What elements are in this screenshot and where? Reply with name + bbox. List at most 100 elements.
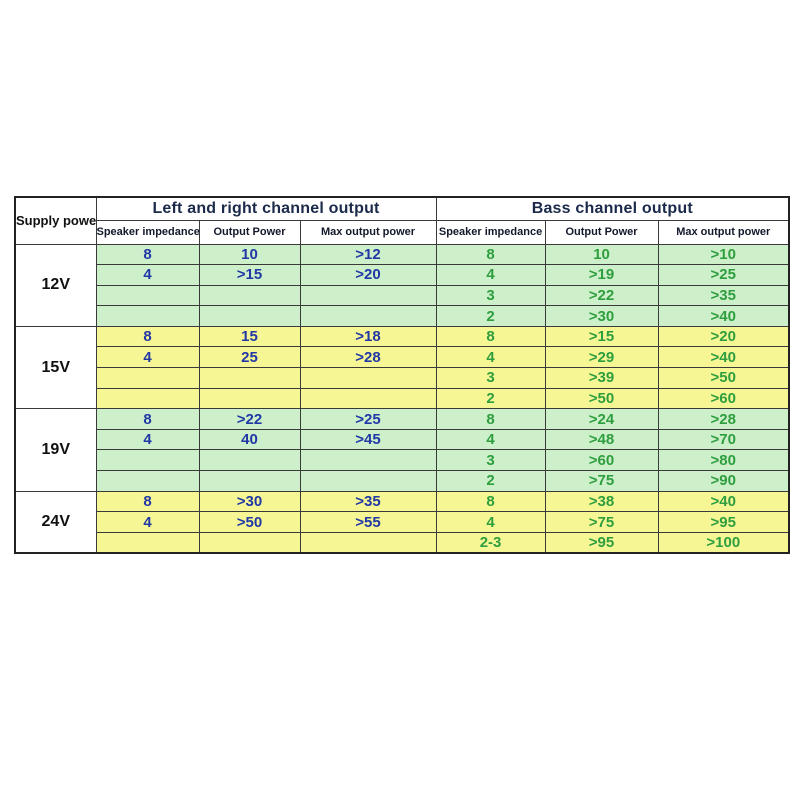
bass-max-power-cell: >35	[657, 284, 790, 307]
left-output-power-cell: 10	[198, 243, 301, 266]
bass-impedance-cell: 3	[435, 284, 546, 307]
left-max-power-cell: >18	[299, 325, 437, 348]
left-impedance-cell: 8	[95, 243, 200, 266]
left-max-power-cell	[299, 470, 437, 492]
bass-impedance-cell: 2	[435, 387, 546, 410]
left-output-power-cell: >22	[198, 408, 301, 430]
left-output-power-cell: 15	[198, 325, 301, 348]
left-max-power-cell	[299, 284, 437, 307]
left-impedance-cell: 4	[95, 511, 200, 533]
table-row: 2-3 >95 >100	[15, 531, 790, 554]
left-output-power-cell	[198, 449, 301, 472]
bass-impedance-cell: 2	[435, 470, 546, 492]
bass-max-power-cell: >20	[657, 325, 790, 348]
left-max-power-cell	[299, 367, 437, 389]
left-impedance-cell: 4	[95, 428, 200, 451]
table-row: 3 >39 >50	[15, 367, 790, 389]
bass-max-power-cell: >90	[657, 470, 790, 492]
bass-output-power-cell: >75	[544, 470, 659, 492]
table-row: 2 >75 >90	[15, 470, 790, 492]
left-output-power-cell: 25	[198, 346, 301, 369]
left-output-power-cell: >15	[198, 264, 301, 286]
left-max-power-cell	[299, 387, 437, 410]
bass-output-power-cell: >15	[544, 325, 659, 348]
voltage-cell: 19V	[14, 408, 97, 492]
bass-output-power-cell: 10	[544, 243, 659, 266]
bass-impedance-cell: 4	[435, 346, 546, 369]
bass-output-power-header: Output Power	[544, 219, 659, 245]
left-max-power-cell: >25	[299, 408, 437, 430]
table-row: 4 >50 >55 4 >75 >95	[15, 511, 790, 533]
bass-max-output-power-header: Max output power	[657, 219, 790, 245]
left-max-power-cell	[299, 531, 437, 554]
bass-max-power-cell: >60	[657, 387, 790, 410]
left-max-power-cell: >55	[299, 511, 437, 533]
left-impedance-cell	[95, 387, 200, 410]
left-impedance-cell: 4	[95, 346, 200, 369]
bass-impedance-cell: 4	[435, 264, 546, 286]
left-output-power-cell: >50	[198, 511, 301, 533]
left-impedance-cell	[95, 470, 200, 492]
left-impedance-cell: 8	[95, 408, 200, 430]
bass-max-power-cell: >50	[657, 367, 790, 389]
bass-max-power-cell: >25	[657, 264, 790, 286]
left-impedance-cell	[95, 305, 200, 327]
left-output-power-cell: >30	[198, 490, 301, 513]
left-impedance-cell: 8	[95, 325, 200, 348]
left-max-power-cell: >20	[299, 264, 437, 286]
bass-max-power-cell: >80	[657, 449, 790, 472]
bass-max-power-cell: >70	[657, 428, 790, 451]
bass-output-power-cell: >50	[544, 387, 659, 410]
voltage-cell: 24V	[14, 490, 97, 554]
supply-power-header: Supply power	[14, 196, 97, 245]
left-impedance-cell	[95, 531, 200, 554]
bass-max-power-cell: >40	[657, 346, 790, 369]
table-row: 4 25 >28 4 >29 >40	[15, 346, 790, 369]
table-body: 12V 8 10 >12 8 10 >10 4 >15 >20 4 >19 >25 3 >22 >35 2 >30…	[14, 243, 790, 554]
table-subheader-row: Speaker impedance Output Power Max outpu…	[15, 219, 790, 245]
left-max-output-power-header: Max output power	[299, 219, 437, 245]
bass-max-power-cell: >40	[657, 490, 790, 513]
bass-output-power-cell: >29	[544, 346, 659, 369]
table-row: 15V 8 15 >18 8 >15 >20	[14, 325, 790, 410]
table-row: 12V 8 10 >12 8 10 >10	[14, 243, 790, 327]
left-speaker-impedance-header: Speaker impedance	[95, 219, 200, 245]
left-channel-section-header: Left and right channel output	[95, 196, 437, 221]
bass-output-power-cell: >95	[544, 531, 659, 554]
bass-impedance-cell: 3	[435, 367, 546, 389]
bass-max-power-cell: >100	[657, 531, 790, 554]
spec-table: Supply power Left and right channel outp…	[14, 196, 791, 554]
bass-channel-section-header: Bass channel output	[435, 196, 790, 221]
table-row: 2 >30 >40	[15, 305, 790, 327]
bass-speaker-impedance-header: Speaker impedance	[435, 219, 546, 245]
left-output-power-header: Output Power	[198, 219, 301, 245]
bass-output-power-cell: >60	[544, 449, 659, 472]
bass-impedance-cell: 4	[435, 511, 546, 533]
table-header-row: Supply power Left and right channel outp…	[14, 196, 790, 245]
left-output-power-cell	[198, 387, 301, 410]
left-max-power-cell: >12	[299, 243, 437, 266]
left-impedance-cell	[95, 367, 200, 389]
bass-output-power-cell: >24	[544, 408, 659, 430]
table-row: 3 >60 >80	[15, 449, 790, 472]
left-impedance-cell	[95, 449, 200, 472]
left-output-power-cell	[198, 367, 301, 389]
left-output-power-cell	[198, 470, 301, 492]
table-row: 2 >50 >60	[15, 387, 790, 410]
bass-output-power-cell: >22	[544, 284, 659, 307]
table-row: 3 >22 >35	[15, 284, 790, 307]
left-impedance-cell	[95, 284, 200, 307]
left-max-power-cell	[299, 305, 437, 327]
bass-impedance-cell: 3	[435, 449, 546, 472]
left-output-power-cell	[198, 284, 301, 307]
bass-max-power-cell: >95	[657, 511, 790, 533]
bass-impedance-cell: 2-3	[435, 531, 546, 554]
bass-output-power-cell: >75	[544, 511, 659, 533]
bass-output-power-cell: >30	[544, 305, 659, 327]
left-max-power-cell	[299, 449, 437, 472]
bass-max-power-cell: >10	[657, 243, 790, 266]
bass-max-power-cell: >28	[657, 408, 790, 430]
bass-impedance-cell: 8	[435, 325, 546, 348]
bass-output-power-cell: >48	[544, 428, 659, 451]
